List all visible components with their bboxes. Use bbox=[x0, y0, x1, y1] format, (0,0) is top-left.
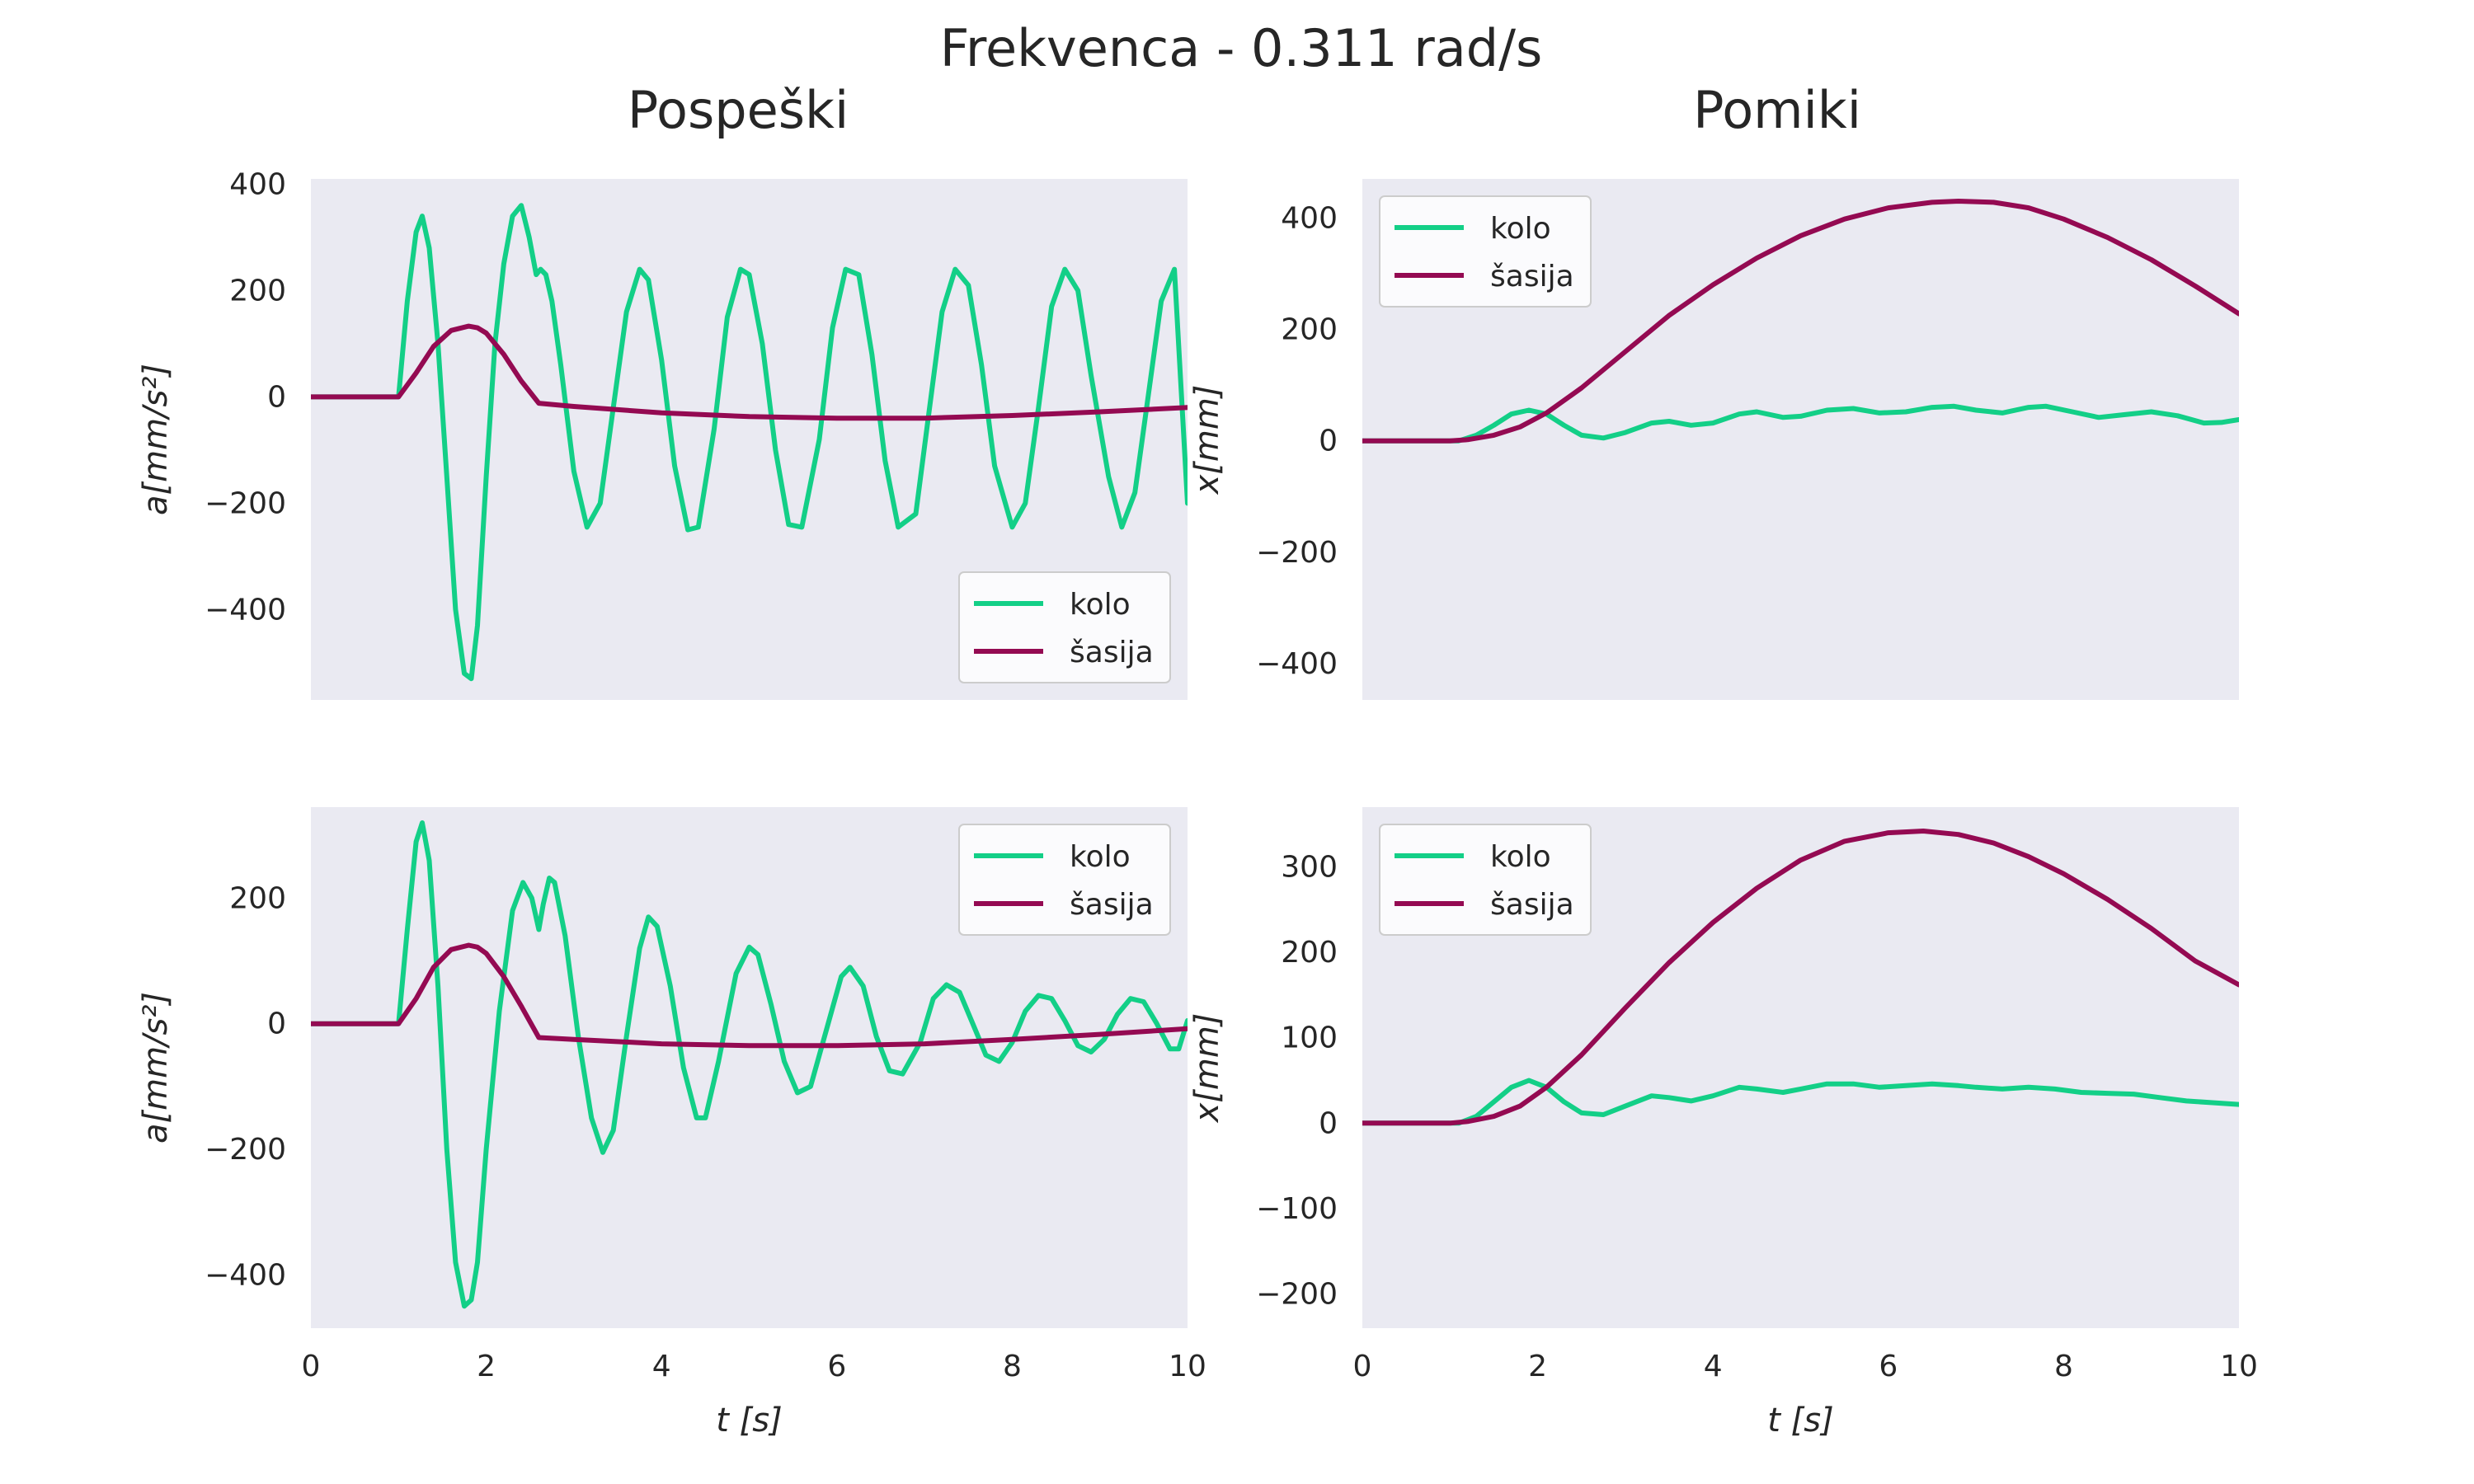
x-tick-label: 2 bbox=[477, 1350, 496, 1383]
series-line-kolo bbox=[1362, 1078, 2239, 1126]
x-tick-label: 6 bbox=[1879, 1350, 1898, 1383]
legend-box bbox=[958, 824, 1171, 936]
x-tick-label: 4 bbox=[1704, 1350, 1723, 1383]
y-tick-label: 0 bbox=[1319, 425, 1338, 458]
y-tick-label: 0 bbox=[1319, 1106, 1338, 1140]
x-tick-label: 6 bbox=[827, 1350, 846, 1383]
y-axis-label: a[mm/s²] bbox=[137, 992, 175, 1144]
legend: kolo šasija bbox=[958, 824, 1171, 936]
y-tick-label: −400 bbox=[205, 593, 286, 627]
figure-title: Frekvenca - 0.311 rad/s bbox=[940, 18, 1543, 78]
chart-panel-1: −400 −200 0 200 400 a[mm/s²] kolo šasija bbox=[137, 167, 1188, 700]
legend-label: šasija bbox=[1490, 260, 1574, 294]
y-tick-label: 400 bbox=[229, 167, 286, 201]
x-axis-label: t [s] bbox=[1767, 1402, 1833, 1439]
series-line-sasija bbox=[1362, 829, 2239, 1126]
chart-panel-3: −400 −200 0 200 0 2 4 6 8 10 a[mm/s²] t [s] kolo šasi… bbox=[137, 807, 1206, 1439]
legend: kolo šasija bbox=[958, 571, 1171, 683]
legend-label: kolo bbox=[1070, 840, 1131, 874]
y-tick-label: −400 bbox=[205, 1258, 286, 1292]
y-axis-label: x[mm] bbox=[1188, 385, 1226, 496]
y-tick-label: 200 bbox=[229, 274, 286, 308]
x-tick-label: 4 bbox=[652, 1350, 671, 1383]
legend-label: kolo bbox=[1490, 840, 1551, 874]
column-title-accelerations: Pospeški bbox=[628, 80, 849, 140]
legend-label: kolo bbox=[1070, 588, 1131, 622]
x-tick-label: 8 bbox=[2054, 1350, 2073, 1383]
y-tick-label: 300 bbox=[1281, 851, 1338, 885]
x-tick-label: 10 bbox=[1169, 1350, 1206, 1383]
legend-label: šasija bbox=[1070, 888, 1154, 922]
x-tick-label: 10 bbox=[2220, 1350, 2258, 1383]
y-tick-label: −200 bbox=[1256, 1278, 1338, 1312]
series-line-kolo bbox=[311, 203, 1188, 682]
legend: kolo šasija bbox=[1379, 195, 1592, 308]
y-axis-label: x[mm] bbox=[1188, 1013, 1226, 1125]
y-tick-label: 0 bbox=[267, 1007, 286, 1041]
y-tick-label: 400 bbox=[1281, 201, 1338, 235]
y-tick-label: 0 bbox=[267, 380, 286, 414]
x-tick-label: 0 bbox=[1353, 1350, 1372, 1383]
y-axis-label: a[mm/s²] bbox=[137, 364, 175, 515]
series-line-sasija bbox=[1362, 199, 2239, 444]
legend-box bbox=[1379, 195, 1592, 308]
series-line-sasija bbox=[311, 942, 1188, 1049]
legend-label: šasija bbox=[1490, 888, 1574, 922]
x-tick-label: 0 bbox=[302, 1350, 321, 1383]
y-tick-label: 200 bbox=[229, 881, 286, 915]
legend: kolo šasija bbox=[1379, 824, 1592, 936]
y-tick-label: −200 bbox=[205, 1133, 286, 1167]
x-tick-label: 2 bbox=[1528, 1350, 1547, 1383]
x-axis-label: t [s] bbox=[716, 1402, 782, 1439]
y-tick-label: 200 bbox=[1281, 313, 1338, 347]
y-tick-label: −200 bbox=[205, 486, 286, 520]
x-tick-label: 8 bbox=[1003, 1350, 1022, 1383]
legend-box bbox=[958, 571, 1171, 683]
legend-label: šasija bbox=[1070, 636, 1154, 669]
y-tick-label: 200 bbox=[1281, 936, 1338, 970]
chart-panel-2: −400 −200 0 200 400 x[mm] kolo šasija bbox=[1188, 179, 2239, 700]
y-tick-label: −400 bbox=[1256, 647, 1338, 681]
y-tick-label: −100 bbox=[1256, 1192, 1338, 1226]
column-title-displacements: Pomiki bbox=[1693, 80, 1861, 140]
y-tick-label: −200 bbox=[1256, 536, 1338, 570]
series-line-sasija bbox=[311, 323, 1188, 421]
legend-box bbox=[1379, 824, 1592, 936]
chart-panel-4: −200 −100 0 100 200 300 0 2 4 6 8 10 x[mm] t [s] kolo š… bbox=[1188, 807, 2258, 1439]
legend-label: kolo bbox=[1490, 212, 1551, 246]
y-tick-label: 100 bbox=[1281, 1021, 1338, 1055]
series-line-kolo bbox=[311, 820, 1188, 1309]
